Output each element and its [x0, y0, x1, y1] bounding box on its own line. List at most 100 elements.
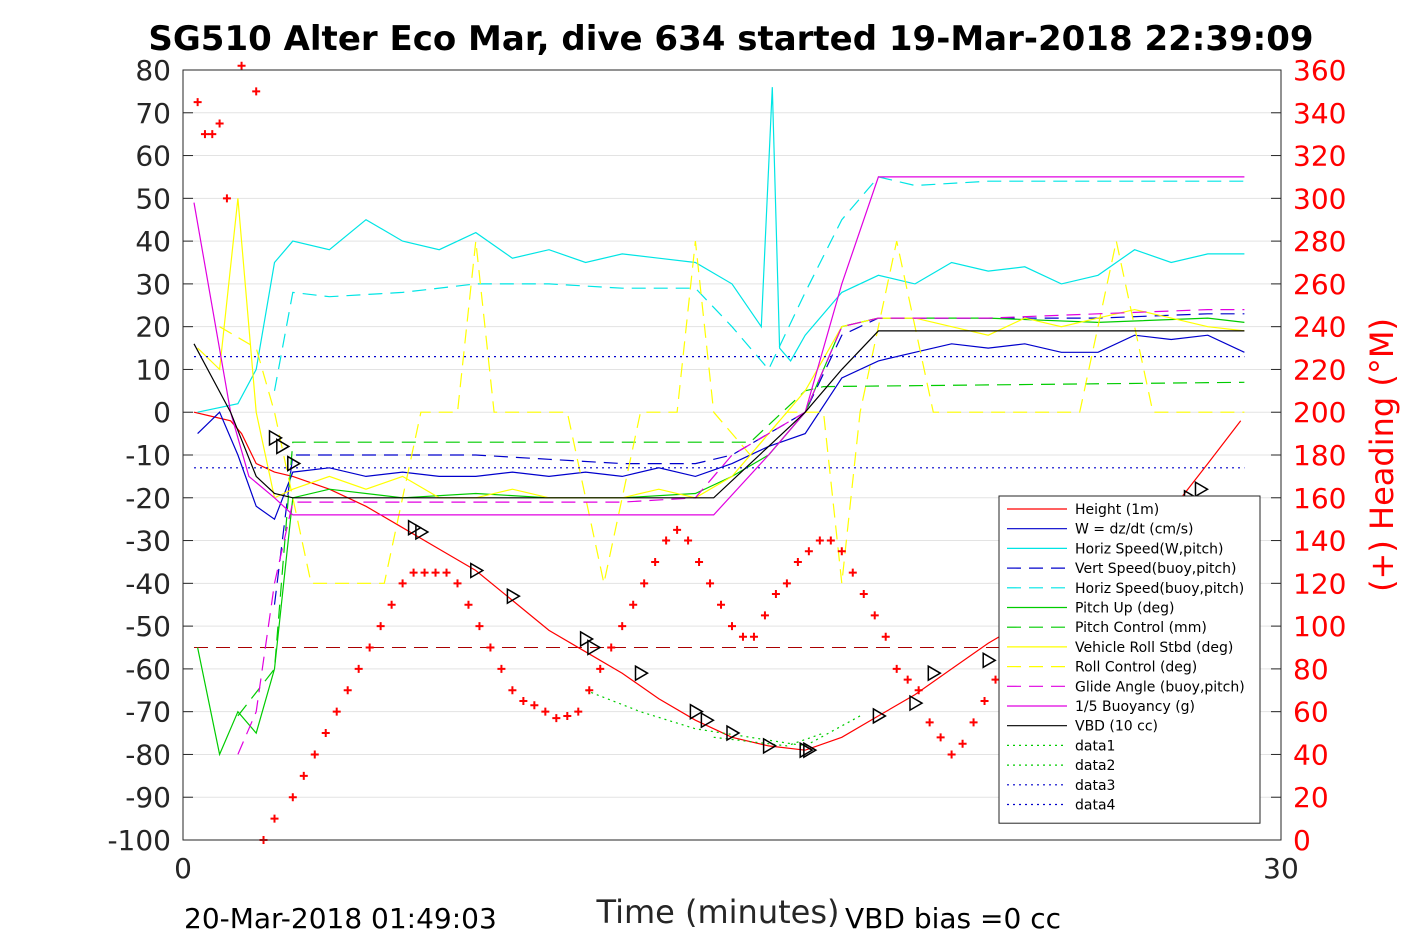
- heading-point: [848, 568, 857, 577]
- legend-entry-label: data4: [1075, 798, 1116, 814]
- heading-point: [826, 536, 835, 545]
- triangle-marker: [407, 519, 423, 537]
- heading-point: [508, 686, 517, 695]
- axes: 80706050403020100-10-20-30-40-50-60-70-8…: [107, 54, 1346, 885]
- y2-tick-label: 140: [1293, 525, 1346, 558]
- legend-entry-label: 1/5 Buoyancy (g): [1075, 699, 1195, 715]
- heading-point: [222, 194, 231, 203]
- y2-tick-label: 240: [1293, 311, 1346, 344]
- heading-point: [252, 87, 261, 96]
- heading-point: [464, 600, 473, 609]
- y-tick-label: -90: [125, 781, 171, 814]
- y-tick-label: 60: [135, 140, 171, 173]
- series-line-6: [237, 381, 1245, 717]
- y-tick-label: 30: [135, 268, 171, 301]
- heading-point: [914, 686, 923, 695]
- y-tick-label: -20: [125, 482, 171, 515]
- y2-tick-label: 120: [1293, 567, 1346, 600]
- heading-point: [398, 579, 407, 588]
- heading-point: [892, 664, 901, 673]
- heading-point: [673, 525, 682, 534]
- triangle-marker: [927, 664, 942, 682]
- legend-entry-label: Vert Speed(buoy,pitch): [1075, 561, 1237, 577]
- heading-point: [980, 696, 989, 705]
- heading-point: [936, 733, 945, 742]
- series-line-1: [197, 334, 1245, 521]
- series-line-7: [197, 198, 1245, 499]
- heading-point: [903, 675, 912, 684]
- heading-point: [760, 611, 769, 620]
- legend-entry-label: Horiz Speed(W,pitch): [1075, 541, 1223, 557]
- heading-point: [200, 130, 209, 139]
- heading-point: [541, 707, 550, 716]
- legend-entry-label: Height (1m): [1075, 502, 1159, 518]
- y-tick-label: 40: [135, 225, 171, 258]
- heading-point: [208, 130, 217, 139]
- heading-point: [299, 771, 308, 780]
- heading-point: [837, 547, 846, 556]
- legend: Height (1m) W = dz/dt (cm/s) Horiz Speed(W…: [998, 495, 1261, 824]
- legend-entry-label: Pitch Control (mm): [1075, 620, 1207, 636]
- heading-point: [497, 664, 506, 673]
- heading-point: [442, 568, 451, 577]
- heading-point: [431, 568, 440, 577]
- legend-box: [998, 495, 1261, 824]
- legend-entry-label: data3: [1075, 778, 1115, 794]
- heading-point: [684, 536, 693, 545]
- heading-point: [706, 579, 715, 588]
- chart-title: SG510 Alter Eco Mar, dive 634 started 19…: [148, 19, 1313, 59]
- heading-point: [749, 632, 758, 641]
- triangle-marker: [982, 652, 997, 669]
- heading-point: [321, 729, 330, 738]
- triangle-marker: [415, 523, 430, 541]
- heading-point: [618, 622, 627, 631]
- heading-point: [771, 590, 780, 599]
- legend-entry-label: W = dz/dt (cm/s): [1075, 522, 1194, 538]
- series-line-13: [713, 732, 824, 747]
- y-tick-label: -10: [125, 439, 171, 472]
- heading-point: [237, 61, 246, 70]
- triangle-marker: [799, 741, 814, 759]
- y2-tick-label: 0: [1293, 824, 1311, 857]
- heading-point: [530, 701, 539, 710]
- heading-point: [486, 643, 495, 652]
- legend-entry-label: Pitch Up (deg): [1075, 601, 1174, 617]
- y2-tick-label: 340: [1293, 97, 1346, 130]
- heading-point: [343, 686, 352, 695]
- y2-tick-label: 160: [1293, 482, 1346, 515]
- y-tick-label: -60: [125, 653, 171, 686]
- heading-point: [270, 814, 279, 823]
- series-line-10: [193, 176, 1245, 516]
- triangle-marker: [634, 664, 649, 682]
- heading-point: [475, 622, 484, 631]
- heading-point: [728, 622, 736, 631]
- triangle-marker: [909, 694, 924, 712]
- heading-point: [651, 557, 660, 566]
- footer-timestamp: 20-Mar-2018 01:49:03: [184, 902, 497, 935]
- triangle-marker: [506, 587, 521, 605]
- heading-point: [793, 557, 802, 566]
- y-tick-label: -30: [125, 525, 171, 558]
- y2-tick-label: 360: [1293, 54, 1346, 87]
- y-tick-label: -40: [125, 567, 171, 600]
- y2-axis-label: (+) Heading (°M): [1363, 318, 1401, 592]
- triangle-marker: [1194, 480, 1209, 498]
- y-tick-label: -70: [125, 696, 171, 729]
- y-tick-label: 50: [135, 182, 171, 215]
- heading-point: [607, 643, 616, 652]
- heading-point: [991, 675, 1000, 684]
- y2-tick-label: 280: [1293, 225, 1346, 258]
- footer-vbd-bias: VBD bias =0 cc: [845, 902, 1061, 935]
- y2-tick-label: 100: [1293, 610, 1346, 643]
- y2-tick-label: 300: [1293, 182, 1346, 215]
- triangle-marker: [268, 429, 283, 447]
- y2-tick-label: 320: [1293, 140, 1346, 173]
- y2-tick-label: 260: [1293, 268, 1346, 301]
- y2-tick-label: 20: [1293, 781, 1329, 814]
- y-tick-label: 10: [135, 353, 171, 386]
- heading-point: [969, 718, 978, 727]
- triangle-marker: [689, 703, 704, 720]
- series-line-2: [197, 87, 1245, 413]
- heading-point: [574, 707, 583, 716]
- heading-point: [288, 793, 297, 802]
